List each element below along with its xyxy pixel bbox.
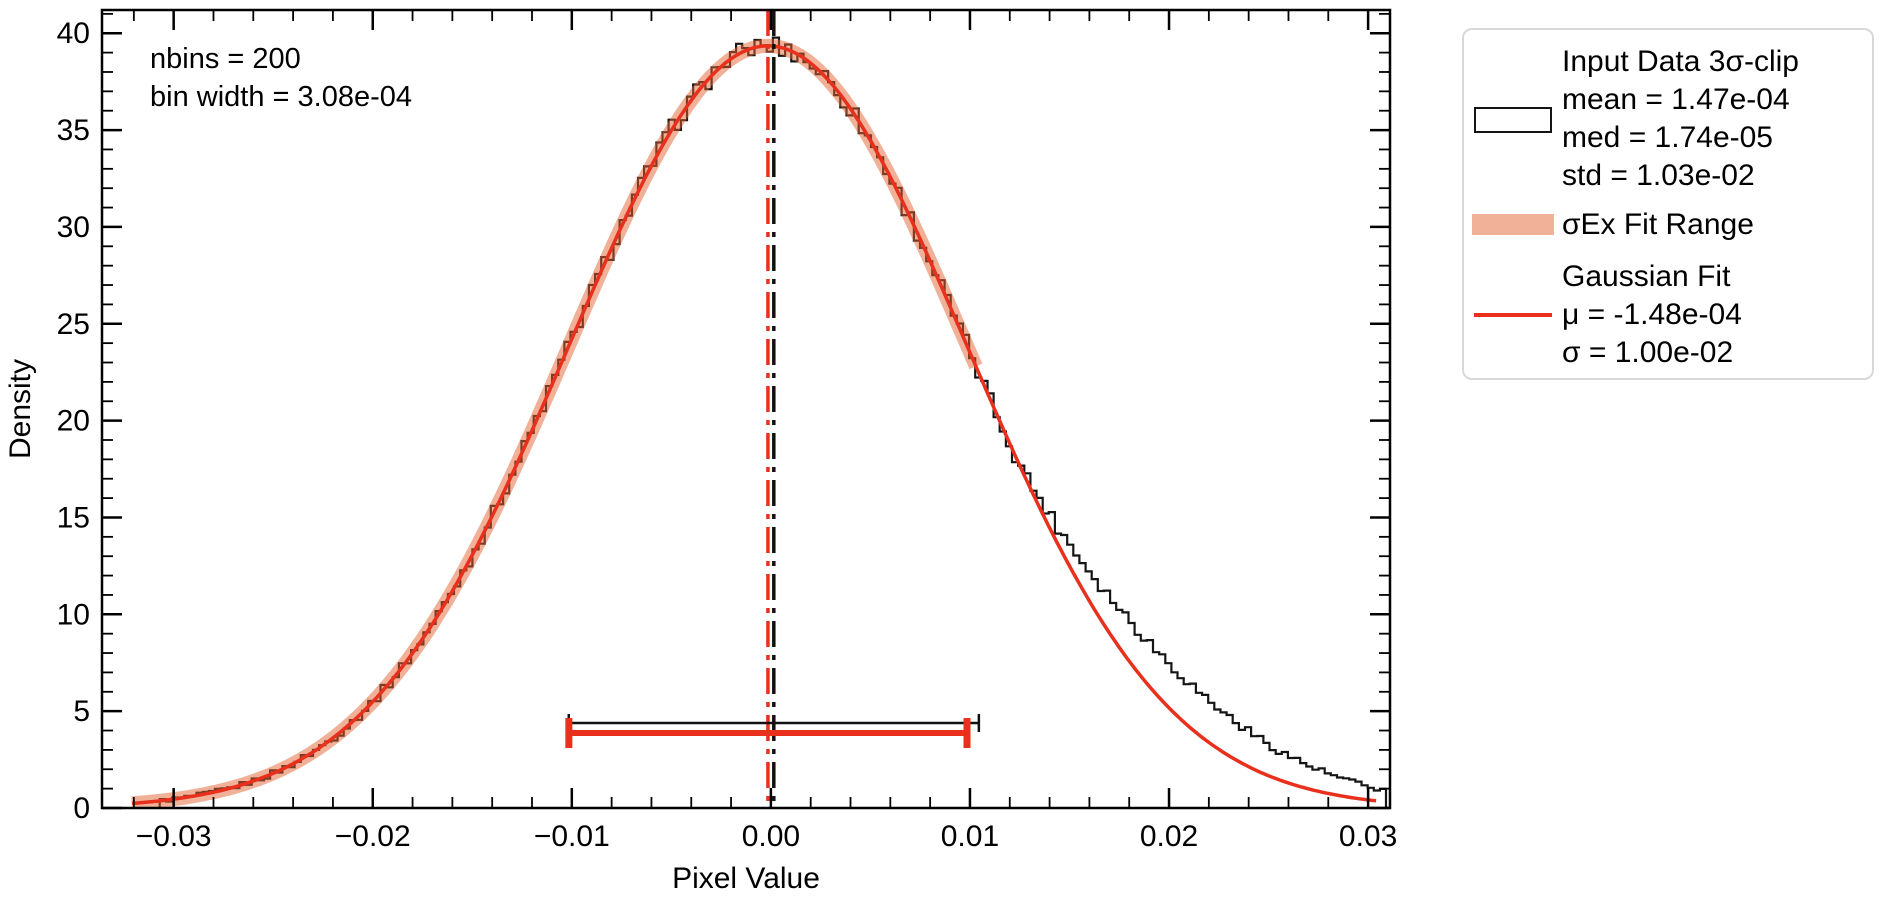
annotation-bin-width: bin width = 3.08e-04 [150, 81, 412, 113]
gaussian-legend-line [1474, 313, 1552, 317]
legend-gaussian-sigma: σ = 1.00e-02 [1562, 336, 1734, 369]
x-tick-label: −0.01 [534, 820, 610, 853]
axes-frame: −0.03 −0.02 −0.01 0.00 0.01 0.02 0.03 0 5 10 15 20 2… [4, 8, 1397, 895]
x-axis-label: Pixel Value [672, 862, 820, 895]
x-tick-label: 0.01 [941, 820, 999, 853]
y-tick-label: 15 [57, 501, 90, 534]
legend-input-data-std: std = 1.03e-02 [1562, 159, 1755, 192]
y-tick-label: 0 [73, 792, 90, 825]
x-tick-label: −0.02 [335, 820, 411, 853]
legend-box: Input Data 3σ-clip mean = 1.47e-04 med =… [1462, 28, 1874, 380]
x-tick-label: −0.03 [136, 820, 212, 853]
bin-info-annotation: nbins = 200 bin width = 3.08e-04 [150, 40, 412, 116]
legend-fit-range-label: σEx Fit Range [1562, 208, 1754, 241]
histogram-legend-swatch [1474, 107, 1552, 133]
plot-area [130, 10, 1388, 808]
legend-input-data-title: Input Data 3σ-clip [1562, 45, 1799, 78]
y-axis-label: Density [4, 359, 37, 459]
x-tick-label: 0.02 [1140, 820, 1198, 853]
y-tick-label: 30 [57, 211, 90, 244]
legend-input-data-med: med = 1.74e-05 [1562, 121, 1773, 154]
annotation-nbins: nbins = 200 [150, 43, 301, 75]
x-tick-label: 0.00 [742, 820, 800, 853]
legend-gaussian-mu: μ = -1.48e-04 [1562, 298, 1742, 331]
legend-input-data-mean: mean = 1.47e-04 [1562, 83, 1790, 116]
y-tick-label: 35 [57, 114, 90, 147]
y-tick-label: 40 [57, 17, 90, 50]
y-tick-label: 20 [57, 405, 90, 438]
y-tick-label: 10 [57, 598, 90, 631]
legend-gaussian-title: Gaussian Fit [1562, 260, 1731, 293]
fit-range-band [130, 38, 983, 808]
y-tick-label: 5 [73, 695, 90, 728]
x-tick-label: 0.03 [1339, 820, 1397, 853]
y-tick-label: 25 [57, 308, 90, 341]
fit-sigma-errorbar [565, 718, 971, 749]
fit-range-legend-swatch [1472, 214, 1554, 235]
gaussian-fit-curve [131, 44, 1377, 806]
